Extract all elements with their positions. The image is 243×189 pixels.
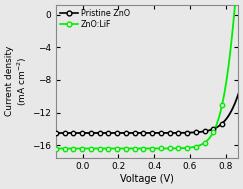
Y-axis label: Current density
(mA cm$^{-2}$): Current density (mA cm$^{-2}$) [5, 46, 29, 116]
X-axis label: Voltage (V): Voltage (V) [120, 174, 174, 184]
Legend: Pristine ZnO, ZnO:LiF: Pristine ZnO, ZnO:LiF [58, 7, 132, 30]
